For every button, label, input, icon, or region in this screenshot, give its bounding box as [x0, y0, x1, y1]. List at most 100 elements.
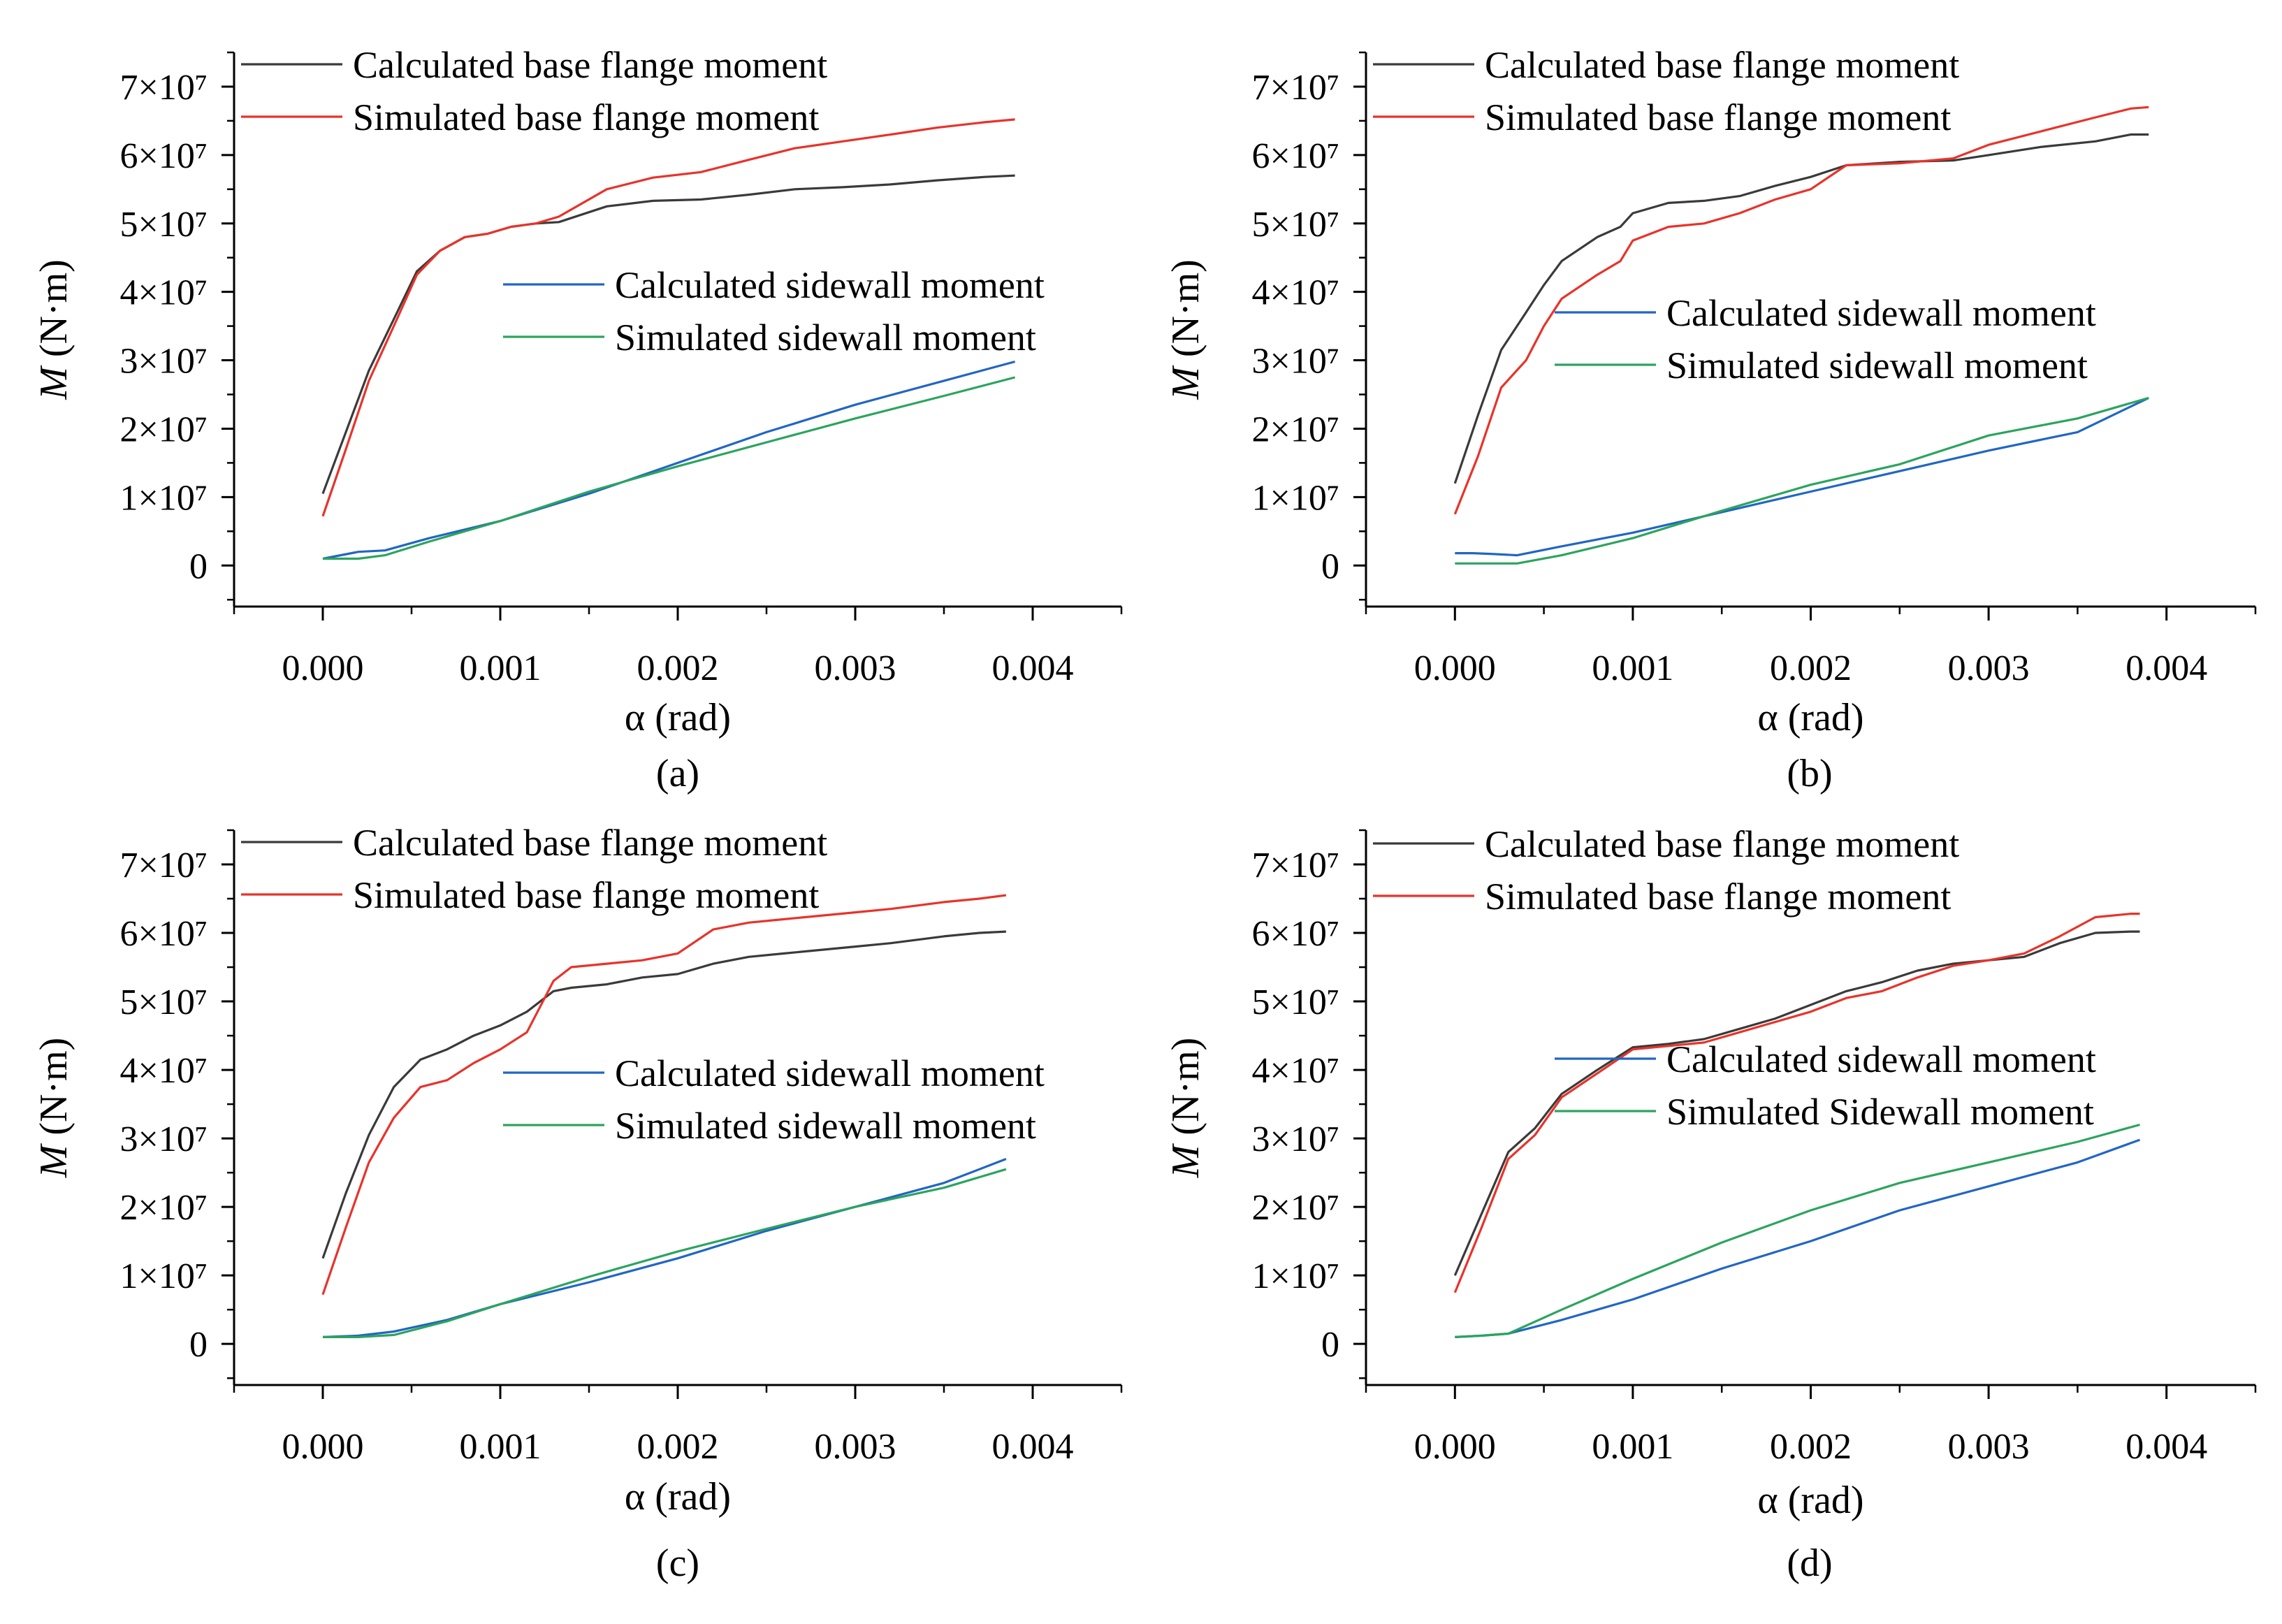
series-line-4 [1455, 396, 2149, 565]
x-tick-label: 0.001 [1592, 648, 1673, 688]
y-tick-label: 2×10⁷ [120, 1188, 208, 1228]
x-tick-label: 0.001 [460, 1427, 542, 1467]
legend-label-4: Simulated sidewall moment [1666, 345, 2088, 386]
x-axis-title: α (rad) [625, 1475, 731, 1518]
legend-label-1: Calculated base flange moment [1485, 44, 1959, 86]
series-line-3 [1455, 396, 2149, 557]
legend-label-2: Simulated base flange moment [353, 874, 819, 916]
legend-label-1: Calculated base flange moment [353, 44, 827, 86]
y-tick-label: 7×10⁷ [120, 846, 208, 885]
series-line-1 [1453, 133, 2149, 484]
panel-caption: (a) [656, 752, 699, 795]
x-tick-label: 0.004 [992, 1427, 1074, 1467]
x-tick-label: 0.003 [815, 648, 896, 688]
x-tick-label: 0.001 [460, 648, 542, 688]
series-line-4 [1455, 1123, 2140, 1338]
legend-label-2: Simulated base flange moment [1485, 876, 1951, 918]
x-tick-label: 0.004 [992, 648, 1074, 688]
y-tick-label: 5×10⁷ [1252, 983, 1339, 1022]
y-tick-label: 1×10⁷ [120, 1256, 208, 1296]
y-tick-label: 3×10⁷ [1252, 342, 1339, 382]
legend-label-1: Calculated base flange moment [353, 822, 827, 864]
legend-label-4: Simulated sidewall moment [615, 317, 1036, 358]
y-tick-label: 1×10⁷ [1252, 478, 1339, 518]
x-tick-label: 0.003 [815, 1427, 896, 1467]
series-line-3 [322, 1158, 1007, 1338]
x-tick-label: 0.000 [282, 648, 364, 688]
x-tick-label: 0.002 [1770, 1427, 1852, 1467]
y-tick-label: 6×10⁷ [1252, 914, 1339, 954]
y-tick-label: 3×10⁷ [120, 342, 208, 382]
panel-caption: (c) [656, 1542, 699, 1585]
panel-c: 0 1×10⁷ 2×10⁷ 3×10⁷ 4×10⁷ 5×10⁷ 6×10⁷ 7×10⁷ 0.00… [32, 822, 1123, 1585]
legend-label-3: Calculated sidewall moment [1666, 1038, 2096, 1080]
panel-d: 0 1×10⁷ 2×10⁷ 3×10⁷ 4×10⁷ 5×10⁷ 6×10⁷ 7×10⁷ 0.00… [1164, 823, 2257, 1585]
y-tick-label: 0 [189, 546, 208, 586]
y-tick-label: 7×10⁷ [1252, 68, 1339, 108]
panel-caption: (b) [1787, 752, 1832, 795]
x-tick-label: 0.002 [637, 1427, 719, 1467]
y-tick-label: 5×10⁷ [1252, 205, 1339, 245]
panel-b: 0 1×10⁷ 2×10⁷ 3×10⁷ 4×10⁷ 5×10⁷ 6×10⁷ 7×10⁷ 0.00… [1164, 44, 2257, 795]
y-axis-title: M (N·m) [32, 259, 75, 400]
y-axis-title: M (N·m) [1164, 259, 1207, 400]
y-tick-label: 4×10⁷ [120, 1051, 208, 1091]
panel-a: 0 1×10⁷ 2×10⁷ 3×10⁷ 4×10⁷ 5×10⁷ 6×10⁷ 7×10⁷ 0.00… [32, 44, 1123, 795]
series-line-1 [321, 930, 1006, 1259]
y-tick-label: 6×10⁷ [120, 136, 208, 176]
x-tick-label: 0.004 [2125, 648, 2207, 688]
series-line-3 [322, 360, 1016, 560]
x-tick-label: 0.002 [637, 648, 719, 688]
y-tick-label: 7×10⁷ [1252, 846, 1339, 885]
y-tick-label: 6×10⁷ [1252, 136, 1339, 176]
legend-label-2: Simulated base flange moment [1485, 96, 1951, 138]
y-tick-label: 2×10⁷ [1252, 409, 1339, 449]
x-axis-title: α (rad) [1757, 1479, 1863, 1522]
x-tick-label: 0.000 [1414, 1427, 1496, 1467]
series-line-2 [321, 894, 1007, 1296]
y-tick-label: 1×10⁷ [120, 478, 208, 518]
series-line-1 [321, 174, 1015, 495]
x-tick-label: 0.000 [1414, 648, 1496, 688]
series-line-4 [323, 1168, 1007, 1339]
y-tick-label: 5×10⁷ [120, 205, 208, 245]
x-axis-title: α (rad) [625, 696, 731, 739]
x-tick-label: 0.003 [1948, 1427, 2030, 1467]
y-tick-label: 3×10⁷ [1252, 1119, 1339, 1159]
y-tick-label: 4×10⁷ [1252, 273, 1339, 313]
x-tick-label: 0.004 [2125, 1427, 2207, 1467]
y-tick-label: 7×10⁷ [120, 68, 208, 108]
series-line-2 [1453, 106, 2149, 515]
y-tick-label: 1×10⁷ [1252, 1256, 1339, 1296]
series-line-4 [323, 376, 1016, 560]
legend-label-2: Simulated base flange moment [353, 96, 819, 138]
x-tick-label: 0.003 [1948, 648, 2030, 688]
x-tick-label: 0.001 [1592, 1427, 1673, 1467]
legend-label-3: Calculated sidewall moment [615, 264, 1045, 306]
y-tick-label: 2×10⁷ [120, 409, 208, 449]
legend-label-3: Calculated sidewall moment [615, 1052, 1045, 1094]
legend-label-1: Calculated base flange moment [1485, 823, 1959, 865]
y-tick-label: 6×10⁷ [120, 914, 208, 954]
series-line-2 [321, 118, 1015, 517]
y-tick-label: 5×10⁷ [120, 983, 208, 1022]
series-line-1 [1453, 930, 2140, 1276]
y-axis-title: M (N·m) [1164, 1038, 1207, 1179]
y-tick-label: 4×10⁷ [120, 273, 208, 313]
series-line-2 [1453, 912, 2140, 1293]
y-tick-label: 3×10⁷ [120, 1119, 208, 1159]
legend-label-3: Calculated sidewall moment [1666, 292, 2096, 334]
y-tick-label: 0 [1321, 546, 1339, 586]
legend-label-4: Simulated sidewall moment [615, 1105, 1036, 1147]
series-line-3 [1455, 1138, 2141, 1338]
x-axis-title: α (rad) [1757, 696, 1863, 739]
x-tick-label: 0.000 [282, 1427, 364, 1467]
y-tick-label: 0 [189, 1325, 208, 1365]
y-tick-label: 2×10⁷ [1252, 1188, 1339, 1228]
y-axis-title: M (N·m) [32, 1038, 75, 1179]
x-tick-label: 0.002 [1770, 648, 1852, 688]
y-tick-label: 4×10⁷ [1252, 1051, 1339, 1091]
y-tick-label: 0 [1321, 1325, 1339, 1365]
legend-label-4: Simulated Sidewall moment [1666, 1091, 2094, 1133]
